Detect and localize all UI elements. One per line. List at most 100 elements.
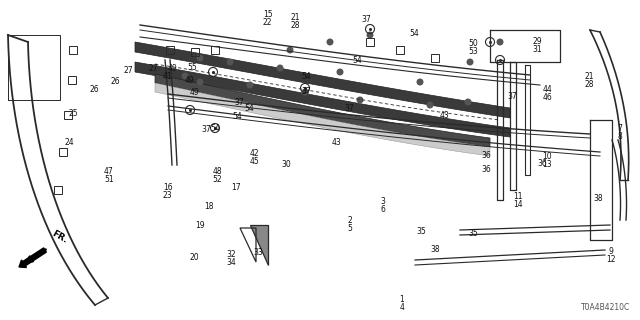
Bar <box>166 46 174 54</box>
Text: 44: 44 <box>542 85 552 94</box>
Circle shape <box>196 54 204 61</box>
Text: 10: 10 <box>542 152 552 161</box>
Text: 55: 55 <box>187 63 197 72</box>
Text: 31: 31 <box>532 45 543 54</box>
Text: 50: 50 <box>468 39 479 48</box>
Circle shape <box>276 65 284 71</box>
Text: 9: 9 <box>609 247 614 256</box>
Text: 41: 41 <box>163 72 173 81</box>
Text: 20: 20 <box>189 253 199 262</box>
Circle shape <box>426 101 433 108</box>
Circle shape <box>497 38 504 45</box>
Text: 53: 53 <box>468 47 479 56</box>
Circle shape <box>417 78 424 85</box>
Text: 16: 16 <box>163 183 173 192</box>
Text: 23: 23 <box>163 191 173 200</box>
Text: 54: 54 <box>301 72 311 81</box>
Bar <box>68 76 76 84</box>
Circle shape <box>227 59 234 66</box>
Text: 35: 35 <box>416 228 426 236</box>
Text: 11: 11 <box>514 192 523 201</box>
Text: 25: 25 <box>68 109 79 118</box>
Text: 54: 54 <box>410 29 420 38</box>
Polygon shape <box>250 225 268 265</box>
Text: 37: 37 <box>507 92 517 100</box>
Text: 54: 54 <box>352 56 362 65</box>
Text: 28: 28 <box>584 80 593 89</box>
Text: 49: 49 <box>168 64 178 73</box>
Text: 38: 38 <box>593 194 604 203</box>
Bar <box>211 46 219 54</box>
Text: 36: 36 <box>481 165 492 174</box>
Bar <box>431 54 439 62</box>
Text: 13: 13 <box>542 160 552 169</box>
Text: 3: 3 <box>380 197 385 206</box>
Text: 12: 12 <box>607 255 616 264</box>
Bar <box>366 38 374 46</box>
Text: 33: 33 <box>253 248 263 257</box>
Text: 7: 7 <box>617 124 622 132</box>
Text: 8: 8 <box>617 132 622 140</box>
Circle shape <box>246 82 253 89</box>
Text: 46: 46 <box>542 93 552 102</box>
Circle shape <box>356 97 364 103</box>
Circle shape <box>196 78 204 85</box>
Text: 19: 19 <box>195 221 205 230</box>
Circle shape <box>367 31 374 38</box>
Bar <box>69 46 77 54</box>
Text: 37: 37 <box>301 87 311 96</box>
Text: 38: 38 <box>430 245 440 254</box>
Circle shape <box>467 59 474 66</box>
Text: 54: 54 <box>232 112 242 121</box>
Text: FR.: FR. <box>50 229 68 245</box>
Text: 4: 4 <box>399 303 404 312</box>
Text: 51: 51 <box>104 175 114 184</box>
Text: 34: 34 <box>227 258 237 267</box>
Text: 30: 30 <box>282 160 292 169</box>
Text: 15: 15 <box>262 10 273 19</box>
Text: 37: 37 <box>234 98 244 107</box>
Text: 36: 36 <box>538 159 548 168</box>
Text: 37: 37 <box>201 125 211 134</box>
Text: 5: 5 <box>348 224 353 233</box>
Text: 6: 6 <box>380 205 385 214</box>
Text: 48: 48 <box>212 167 223 176</box>
Circle shape <box>326 38 333 45</box>
Circle shape <box>301 89 308 95</box>
Circle shape <box>182 73 189 79</box>
Text: 1: 1 <box>399 295 404 304</box>
Text: 52: 52 <box>212 175 223 184</box>
Text: 32: 32 <box>227 250 237 259</box>
Text: 42: 42 <box>250 149 260 158</box>
Text: 27: 27 <box>123 66 133 75</box>
Text: 17: 17 <box>230 183 241 192</box>
Text: 49: 49 <box>189 88 200 97</box>
Text: 35: 35 <box>468 229 479 238</box>
Polygon shape <box>155 83 490 156</box>
Text: 27: 27 <box>148 64 159 73</box>
Circle shape <box>337 68 344 76</box>
Circle shape <box>465 99 472 106</box>
Text: 45: 45 <box>250 157 260 166</box>
Text: 14: 14 <box>513 200 524 209</box>
FancyArrow shape <box>19 248 46 268</box>
Bar <box>54 186 62 194</box>
Text: 54: 54 <box>210 124 220 133</box>
Text: 37: 37 <box>344 104 354 113</box>
Text: 22: 22 <box>263 18 272 27</box>
Circle shape <box>287 46 294 53</box>
Text: 37: 37 <box>361 15 371 24</box>
Text: 21: 21 <box>584 72 593 81</box>
Bar <box>64 111 72 119</box>
Bar <box>59 148 67 156</box>
Text: 21: 21 <box>291 13 300 22</box>
Text: 28: 28 <box>291 21 300 30</box>
Polygon shape <box>155 74 490 147</box>
Text: 54: 54 <box>244 104 255 113</box>
Text: 18: 18 <box>205 202 214 211</box>
Text: T0A4B4210C: T0A4B4210C <box>580 303 630 312</box>
Text: 24: 24 <box>64 138 74 147</box>
Bar <box>191 48 199 56</box>
Text: 43: 43 <box>440 111 450 120</box>
Text: 47: 47 <box>104 167 114 176</box>
